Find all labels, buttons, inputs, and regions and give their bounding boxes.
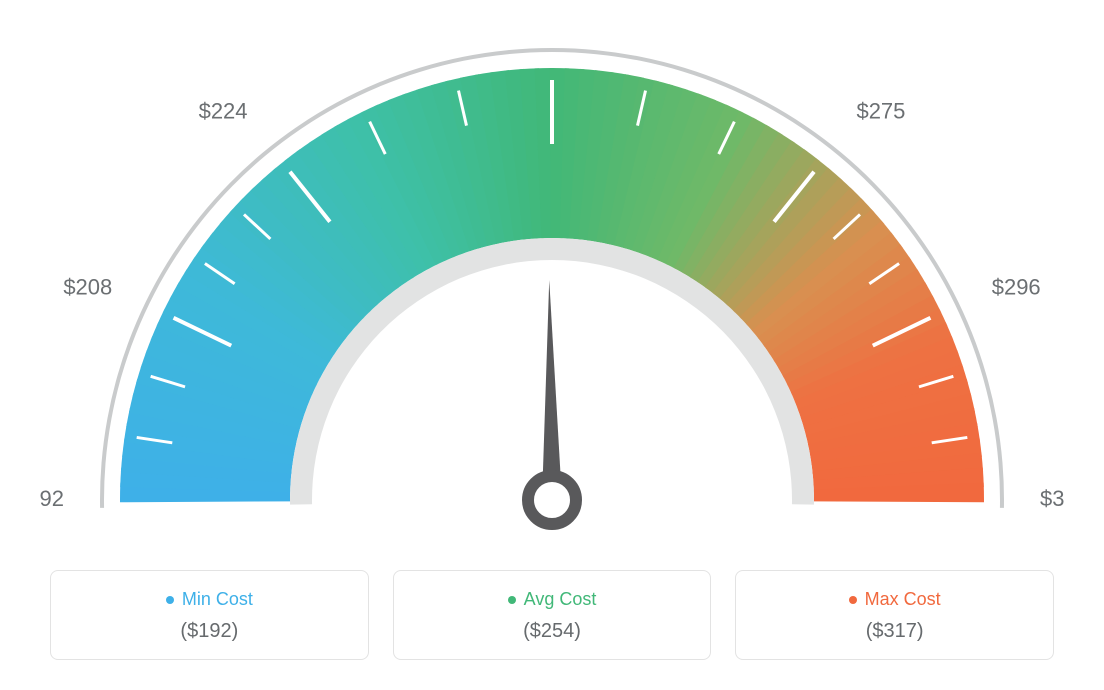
gauge-needle bbox=[542, 280, 562, 500]
gauge-area: $192$208$224$254$275$296$317 bbox=[40, 20, 1064, 560]
tick-label: $224 bbox=[199, 99, 248, 124]
legend-title-max: Max Cost bbox=[849, 589, 941, 610]
legend-value-min: ($192) bbox=[61, 620, 358, 643]
tick-label: $317 bbox=[1040, 486, 1064, 511]
legend-label-min: Min Cost bbox=[182, 589, 253, 610]
legend-label-max: Max Cost bbox=[865, 589, 941, 610]
legend-value-max: ($317) bbox=[746, 620, 1043, 643]
tick-label: $192 bbox=[40, 486, 64, 511]
legend-dot-min bbox=[166, 596, 174, 604]
legend-card-avg: Avg Cost ($254) bbox=[393, 570, 712, 660]
tick-label: $275 bbox=[856, 99, 905, 124]
gauge-svg: $192$208$224$254$275$296$317 bbox=[40, 20, 1064, 560]
legend-card-max: Max Cost ($317) bbox=[735, 570, 1054, 660]
legend-card-min: Min Cost ($192) bbox=[50, 570, 369, 660]
legend-label-avg: Avg Cost bbox=[524, 589, 597, 610]
legend-title-avg: Avg Cost bbox=[508, 589, 597, 610]
legend-row: Min Cost ($192) Avg Cost ($254) Max Cost… bbox=[40, 570, 1064, 660]
tick-label: $296 bbox=[992, 274, 1041, 299]
chart-container: $192$208$224$254$275$296$317 Min Cost ($… bbox=[0, 0, 1104, 690]
legend-title-min: Min Cost bbox=[166, 589, 253, 610]
legend-dot-max bbox=[849, 596, 857, 604]
tick-label: $208 bbox=[63, 274, 112, 299]
legend-value-avg: ($254) bbox=[404, 620, 701, 643]
legend-dot-avg bbox=[508, 596, 516, 604]
gauge-needle-hub bbox=[528, 476, 576, 524]
